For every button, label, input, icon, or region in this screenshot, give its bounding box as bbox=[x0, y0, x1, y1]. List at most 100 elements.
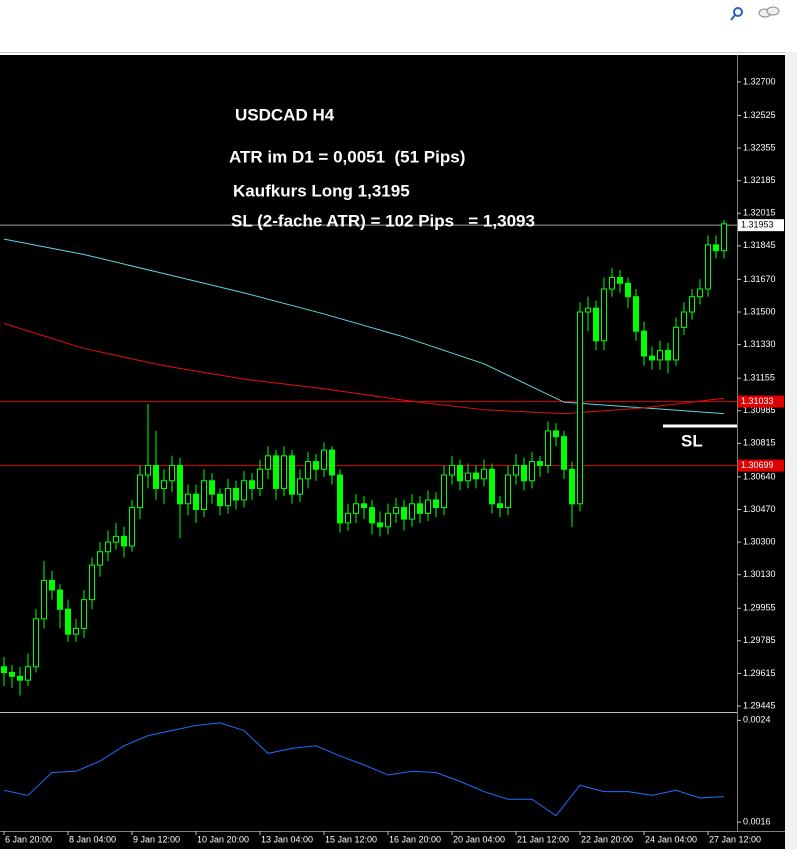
candle-body bbox=[329, 449, 335, 476]
candle-body bbox=[529, 461, 535, 482]
y-tick-label: 1.32185 bbox=[743, 175, 776, 185]
level-label: 1.31033 bbox=[741, 396, 774, 406]
candle-body bbox=[369, 507, 375, 524]
y-tick-label: 1.29615 bbox=[743, 668, 776, 678]
x-tick-label: 21 Jan 12:00 bbox=[517, 834, 569, 844]
candle-body bbox=[97, 551, 103, 566]
line-series bbox=[3, 722, 725, 817]
y-tick-label: 1.29955 bbox=[743, 603, 776, 613]
candle-body bbox=[49, 579, 55, 591]
y-tick-label: 0.0024 bbox=[743, 715, 771, 725]
candle-body bbox=[161, 480, 167, 489]
x-tick-label: 20 Jan 04:00 bbox=[453, 834, 505, 844]
candle-body bbox=[433, 499, 439, 509]
candle-body bbox=[689, 296, 695, 313]
search-icon[interactable] bbox=[730, 7, 743, 21]
candle-body bbox=[217, 493, 223, 507]
y-tick-label: 1.32525 bbox=[743, 110, 776, 120]
candle-body bbox=[201, 480, 207, 511]
level-label-box bbox=[738, 395, 784, 408]
candle-body bbox=[449, 464, 455, 476]
candle-body bbox=[209, 480, 215, 495]
level-label-box bbox=[738, 459, 784, 472]
candle-body bbox=[569, 468, 575, 505]
candle-body bbox=[641, 330, 647, 357]
y-tick-label: 1.30985 bbox=[743, 405, 776, 415]
candle-body bbox=[649, 355, 655, 361]
level-label-box bbox=[738, 219, 784, 232]
candle-body bbox=[257, 468, 263, 489]
candle-body bbox=[113, 535, 119, 543]
y-tick-label: 1.30815 bbox=[743, 438, 776, 448]
chat-icon[interactable] bbox=[758, 6, 780, 18]
candle-body bbox=[377, 522, 383, 528]
candle-body bbox=[521, 464, 527, 482]
candle-body bbox=[65, 608, 71, 635]
candle-body bbox=[713, 244, 719, 252]
y-tick-label: 1.30130 bbox=[743, 569, 776, 579]
candle-body bbox=[345, 512, 351, 524]
candle-body bbox=[409, 503, 415, 520]
y-tick-label: 1.31500 bbox=[743, 306, 776, 316]
candle-body bbox=[681, 311, 687, 328]
x-tick-label: 9 Jan 12:00 bbox=[133, 834, 180, 844]
candle-body bbox=[249, 480, 255, 489]
y-tick-label: 1.31845 bbox=[743, 240, 776, 250]
candle-body bbox=[593, 307, 599, 342]
candle-body bbox=[273, 455, 279, 489]
candle-body bbox=[81, 599, 87, 629]
annotation: ATR im D1 = 0,0051 (51 Pips) bbox=[229, 147, 465, 166]
candle-body bbox=[233, 487, 239, 501]
x-tick-label: 24 Jan 04:00 bbox=[645, 834, 697, 844]
x-tick-label: 15 Jan 12:00 bbox=[325, 834, 377, 844]
candle-body bbox=[25, 666, 31, 681]
line-series bbox=[3, 323, 725, 415]
chart-title: USDCAD H4 bbox=[235, 105, 335, 124]
candle-body bbox=[337, 474, 343, 524]
candle-body bbox=[617, 277, 623, 284]
plot-background bbox=[0, 55, 785, 849]
candle-body bbox=[225, 487, 231, 507]
candle-body bbox=[137, 474, 143, 509]
candle-body bbox=[281, 455, 287, 489]
candle-body bbox=[193, 493, 199, 511]
y-tick-label: 1.29785 bbox=[743, 635, 776, 645]
candle-body bbox=[393, 507, 399, 514]
candle-body bbox=[417, 503, 423, 514]
candle-body bbox=[121, 535, 127, 547]
y-tick-label: 1.31155 bbox=[743, 373, 775, 383]
annotation: Kaufkurs Long 1,3195 bbox=[233, 181, 410, 200]
candle-body bbox=[505, 474, 511, 509]
candle-body bbox=[441, 474, 447, 509]
candle-body bbox=[553, 430, 559, 438]
candle-body bbox=[721, 223, 727, 252]
annotation: SL (2-fache ATR) = 102 Pips = 1,3093 bbox=[231, 211, 535, 230]
candle-body bbox=[105, 541, 111, 553]
y-tick-label: 0.0016 bbox=[743, 816, 771, 826]
candle-body bbox=[289, 455, 295, 495]
data-layer bbox=[0, 219, 737, 817]
candle-body bbox=[153, 464, 159, 489]
candle-body bbox=[705, 244, 711, 290]
x-tick-label: 10 Jan 20:00 bbox=[197, 834, 249, 844]
candle-body bbox=[73, 627, 79, 635]
x-tick-label: 13 Jan 04:00 bbox=[261, 834, 313, 844]
candle-body bbox=[385, 512, 391, 528]
level-label: 1.31953 bbox=[741, 220, 774, 230]
candle-body bbox=[577, 311, 583, 505]
x-tick-label: 27 Jan 12:00 bbox=[709, 834, 761, 844]
line-series bbox=[3, 238, 725, 415]
y-tick-label: 1.30640 bbox=[743, 471, 776, 481]
candle-body bbox=[169, 464, 175, 482]
candle-body bbox=[601, 288, 607, 342]
candle-body bbox=[321, 449, 327, 470]
candle-body bbox=[265, 455, 271, 470]
y-tick-label: 1.32015 bbox=[743, 208, 776, 218]
candle-body bbox=[33, 618, 39, 668]
candle-body bbox=[185, 493, 191, 505]
candle-body bbox=[513, 464, 519, 476]
y-tick-label: 1.30300 bbox=[743, 536, 776, 546]
candle-body bbox=[481, 468, 487, 480]
candle-body bbox=[17, 675, 23, 681]
